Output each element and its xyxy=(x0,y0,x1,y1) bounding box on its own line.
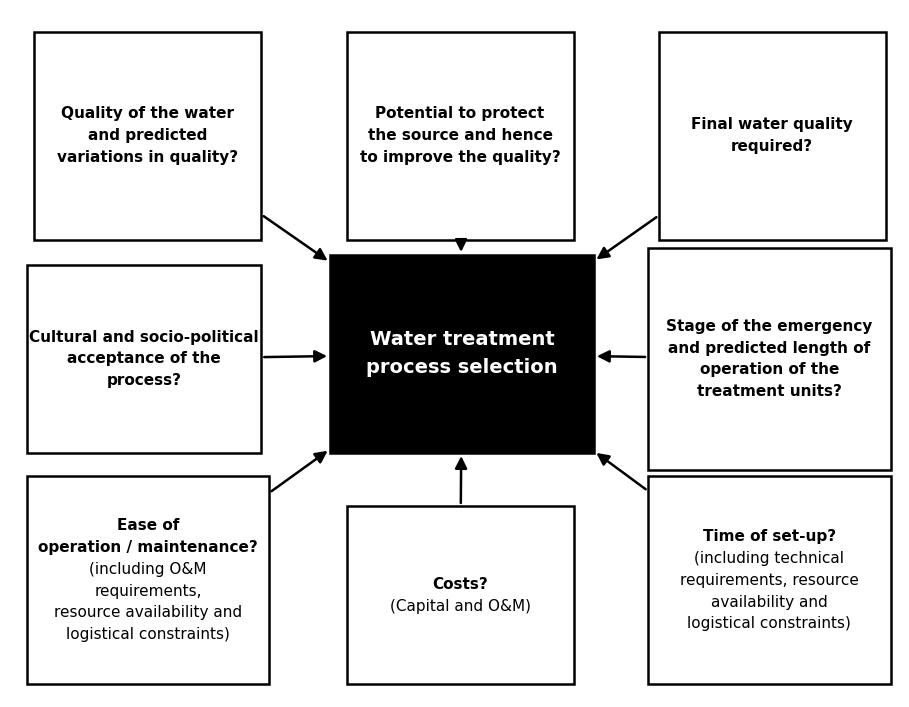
Text: Time of set-up?: Time of set-up? xyxy=(703,529,835,544)
Bar xyxy=(659,32,885,240)
Text: requirements,: requirements, xyxy=(95,583,202,599)
Text: resource availability and: resource availability and xyxy=(54,605,242,621)
Text: Cultural and socio-political: Cultural and socio-political xyxy=(29,329,259,344)
Text: variations in quality?: variations in quality? xyxy=(57,150,238,165)
Bar xyxy=(648,476,891,684)
Text: treatment units?: treatment units? xyxy=(697,384,842,399)
Text: (including O&M: (including O&M xyxy=(89,562,206,577)
Bar xyxy=(346,32,574,240)
Text: Costs?: Costs? xyxy=(432,577,488,592)
Text: process?: process? xyxy=(106,373,182,388)
Bar xyxy=(35,32,262,240)
Text: the source and hence: the source and hence xyxy=(367,128,553,144)
Text: Final water quality: Final water quality xyxy=(692,117,853,132)
Text: requirements, resource: requirements, resource xyxy=(680,573,859,588)
Text: (Capital and O&M): (Capital and O&M) xyxy=(390,599,531,614)
Text: logistical constraints): logistical constraints) xyxy=(66,627,230,642)
Text: acceptance of the: acceptance of the xyxy=(67,351,221,366)
Text: required?: required? xyxy=(731,139,814,154)
Text: availability and: availability and xyxy=(711,595,827,609)
Text: Water treatment
process selection: Water treatment process selection xyxy=(366,330,558,378)
Bar xyxy=(346,506,574,684)
Text: operation / maintenance?: operation / maintenance? xyxy=(38,540,258,555)
Bar xyxy=(26,264,262,453)
Text: to improve the quality?: to improve the quality? xyxy=(360,150,561,165)
Bar xyxy=(330,255,594,453)
Text: and predicted: and predicted xyxy=(88,128,207,144)
Text: Quality of the water: Quality of the water xyxy=(62,106,235,122)
Text: Potential to protect: Potential to protect xyxy=(375,106,544,122)
Text: Stage of the emergency: Stage of the emergency xyxy=(666,319,873,334)
Text: logistical constraints): logistical constraints) xyxy=(687,617,851,631)
Text: Ease of: Ease of xyxy=(116,518,179,533)
Text: operation of the: operation of the xyxy=(700,363,839,378)
Bar xyxy=(26,476,269,684)
Text: and predicted length of: and predicted length of xyxy=(668,341,871,356)
Bar xyxy=(648,248,891,470)
Text: (including technical: (including technical xyxy=(694,551,844,566)
